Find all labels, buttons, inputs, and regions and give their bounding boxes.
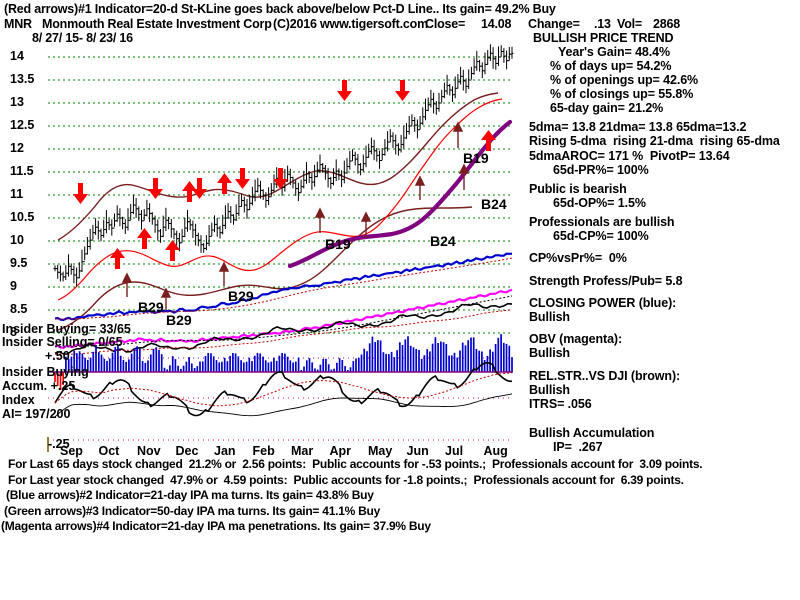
buy-signal-label: B29 bbox=[138, 299, 164, 315]
aroc-pivot: 5dmaAROC= 171 % PivotP= 13.64 bbox=[529, 149, 730, 163]
pr-percent: 65d-PR%= 100% bbox=[553, 163, 649, 177]
obv-label: OBV (magenta): bbox=[529, 332, 623, 346]
date-range: 8/ 27/ 15- 8/ 23/ 16 bbox=[32, 31, 133, 45]
accumulation-bars bbox=[54, 334, 513, 390]
y-tick-label: 11 bbox=[10, 187, 24, 201]
signal-arrows-red bbox=[73, 80, 496, 269]
accum-title-line2: Accum. +.25 bbox=[2, 379, 76, 393]
x-tick-label: Apr bbox=[329, 444, 352, 458]
x-tick-label: Sep bbox=[60, 444, 83, 458]
closing-power-value: Bullish bbox=[529, 310, 570, 324]
y-tick-label: 12 bbox=[10, 141, 24, 155]
accum-plus-50: +.50 bbox=[45, 349, 70, 363]
x-tick-label: Dec bbox=[175, 444, 199, 458]
relative-strength-ma bbox=[55, 309, 513, 355]
close-value: 14.08 bbox=[481, 17, 512, 31]
y-tick-label: 9 bbox=[10, 279, 17, 293]
y-tick-label: 13.5 bbox=[10, 72, 35, 86]
closing-power-line bbox=[54, 252, 513, 322]
footer-line: (Magenta arrows)#4 Indicator=21-day IPA … bbox=[1, 519, 431, 533]
relative-strength-line bbox=[54, 302, 513, 355]
y-tick-label: 8 bbox=[10, 325, 17, 339]
buy-signal-label: B24 bbox=[430, 233, 456, 249]
x-tick-label: Oct bbox=[98, 444, 120, 458]
professional-sentiment: Professionals are bullish bbox=[529, 215, 675, 229]
closing-power-ma bbox=[54, 257, 513, 320]
accum-title-line1: Insider Buying bbox=[2, 365, 89, 379]
buy-signal-label: B19 bbox=[325, 236, 351, 252]
price-trend-title: BULLISH PRICE TREND bbox=[533, 31, 674, 45]
footer-line: (Blue arrows)#2 Indicator=21-day IPA ma … bbox=[6, 488, 374, 502]
strength-profess-pub: Strength Profess/Pub= 5.8 bbox=[529, 274, 683, 288]
cp-vs-pr: CP%vsPr%= 0% bbox=[529, 251, 627, 265]
red-moving-average bbox=[57, 98, 503, 301]
accum-index-ma bbox=[54, 372, 513, 407]
trend-stat-4: 65-day gain= 21.2% bbox=[550, 101, 664, 115]
y-tick-label: 10 bbox=[10, 233, 24, 247]
x-tick-label: Jul bbox=[445, 444, 464, 458]
closing-power-label: CLOSING POWER (blue): bbox=[529, 296, 677, 310]
price-gridlines bbox=[48, 56, 513, 334]
trend-stat-1: % of days up= 54.2% bbox=[550, 59, 672, 73]
change-value: .13 bbox=[594, 17, 611, 31]
obv-ma bbox=[54, 295, 513, 348]
buy-signal-label: B24 bbox=[481, 196, 507, 212]
accum-minus-25: -.25 bbox=[48, 437, 70, 451]
change-label: Change= bbox=[528, 17, 580, 31]
relstr-label: REL.STR..VS DJI (brown): bbox=[529, 369, 681, 383]
signal-arrows-brown bbox=[121, 121, 470, 310]
cp-percent: 65d-CP%= 100% bbox=[553, 229, 649, 243]
public-sentiment: Public is bearish bbox=[529, 182, 627, 196]
trend-stat-0: Year's Gain= 48.4% bbox=[558, 45, 671, 59]
indicator-headline: (Red arrows)#1 Indicator=20-d St-KLine g… bbox=[4, 2, 556, 16]
x-tick-label: Jun bbox=[406, 444, 429, 458]
x-tick-label: Aug bbox=[483, 444, 508, 458]
copyright-notice: (C)2016 www.tigersoft.com bbox=[273, 17, 428, 31]
dma-values: 5dma= 13.8 21dma= 13.8 65dma=13.2 bbox=[529, 120, 747, 134]
footer-line: For Last year stock changed 47.9% or 4.5… bbox=[8, 472, 684, 487]
trend-stat-3: % of closings up= 55.8% bbox=[550, 87, 694, 101]
ip-value: IP= .267 bbox=[553, 440, 603, 454]
trend-stat-2: % of openings up= 42.6% bbox=[550, 73, 699, 87]
obv-line bbox=[54, 288, 513, 349]
y-tick-label: 13 bbox=[10, 95, 24, 109]
volume-label: Vol= bbox=[617, 17, 643, 31]
accum-index-value: AI= 197/200 bbox=[2, 407, 71, 421]
y-tick-label: 12.5 bbox=[10, 118, 35, 132]
relstr-value: Bullish bbox=[529, 383, 570, 397]
y-tick-label: 8.5 bbox=[10, 302, 28, 316]
y-tick-label: 14 bbox=[10, 49, 24, 63]
footer-line: For Last 65 days stock changed 21.2% or … bbox=[8, 457, 703, 471]
y-tick-label: 10.5 bbox=[10, 210, 35, 224]
y-tick-label: 9.5 bbox=[10, 256, 28, 270]
x-tick-label: Feb bbox=[252, 444, 275, 458]
buy-signal-label: B29 bbox=[228, 288, 254, 304]
accum-title-line3: Index bbox=[2, 393, 35, 407]
x-tick-label: Jan bbox=[214, 444, 236, 458]
upper-band-line bbox=[57, 92, 499, 241]
obv-value: Bullish bbox=[529, 346, 570, 360]
x-tick-label: Nov bbox=[137, 444, 161, 458]
itrs-value: ITRS= .056 bbox=[529, 397, 592, 411]
insider-selling-count: Insider Selling= 0/65 bbox=[2, 335, 123, 349]
dma-rising: Rising 5-dma rising 21-dma rising 65-dma bbox=[529, 134, 780, 148]
op-percent: 65d-OP%= 1.5% bbox=[553, 196, 646, 210]
accum-index-thin bbox=[54, 393, 513, 418]
lower-band-line bbox=[57, 206, 473, 331]
close-label: Close= bbox=[425, 17, 466, 31]
insider-buying-count: Insider Buying= 33/65 bbox=[2, 322, 131, 336]
ticker-symbol: MNR bbox=[4, 17, 32, 31]
x-tick-label: Mar bbox=[291, 444, 314, 458]
volume-value: 2868 bbox=[653, 17, 681, 31]
y-tick-label: 11.5 bbox=[10, 164, 34, 178]
accum-index-line bbox=[54, 361, 513, 417]
footer-line: (Green arrows)#3 Indicator=50-day IPA ma… bbox=[4, 503, 381, 518]
buy-signal-label: B29 bbox=[166, 312, 192, 328]
company-name: Monmouth Real Estate Investment Corp bbox=[42, 17, 272, 31]
buy-signal-label: B19 bbox=[463, 150, 489, 166]
accumulation-label: Bullish Accumulation bbox=[529, 426, 655, 440]
x-tick-label: May bbox=[368, 444, 393, 458]
purple-65dma bbox=[287, 119, 513, 269]
